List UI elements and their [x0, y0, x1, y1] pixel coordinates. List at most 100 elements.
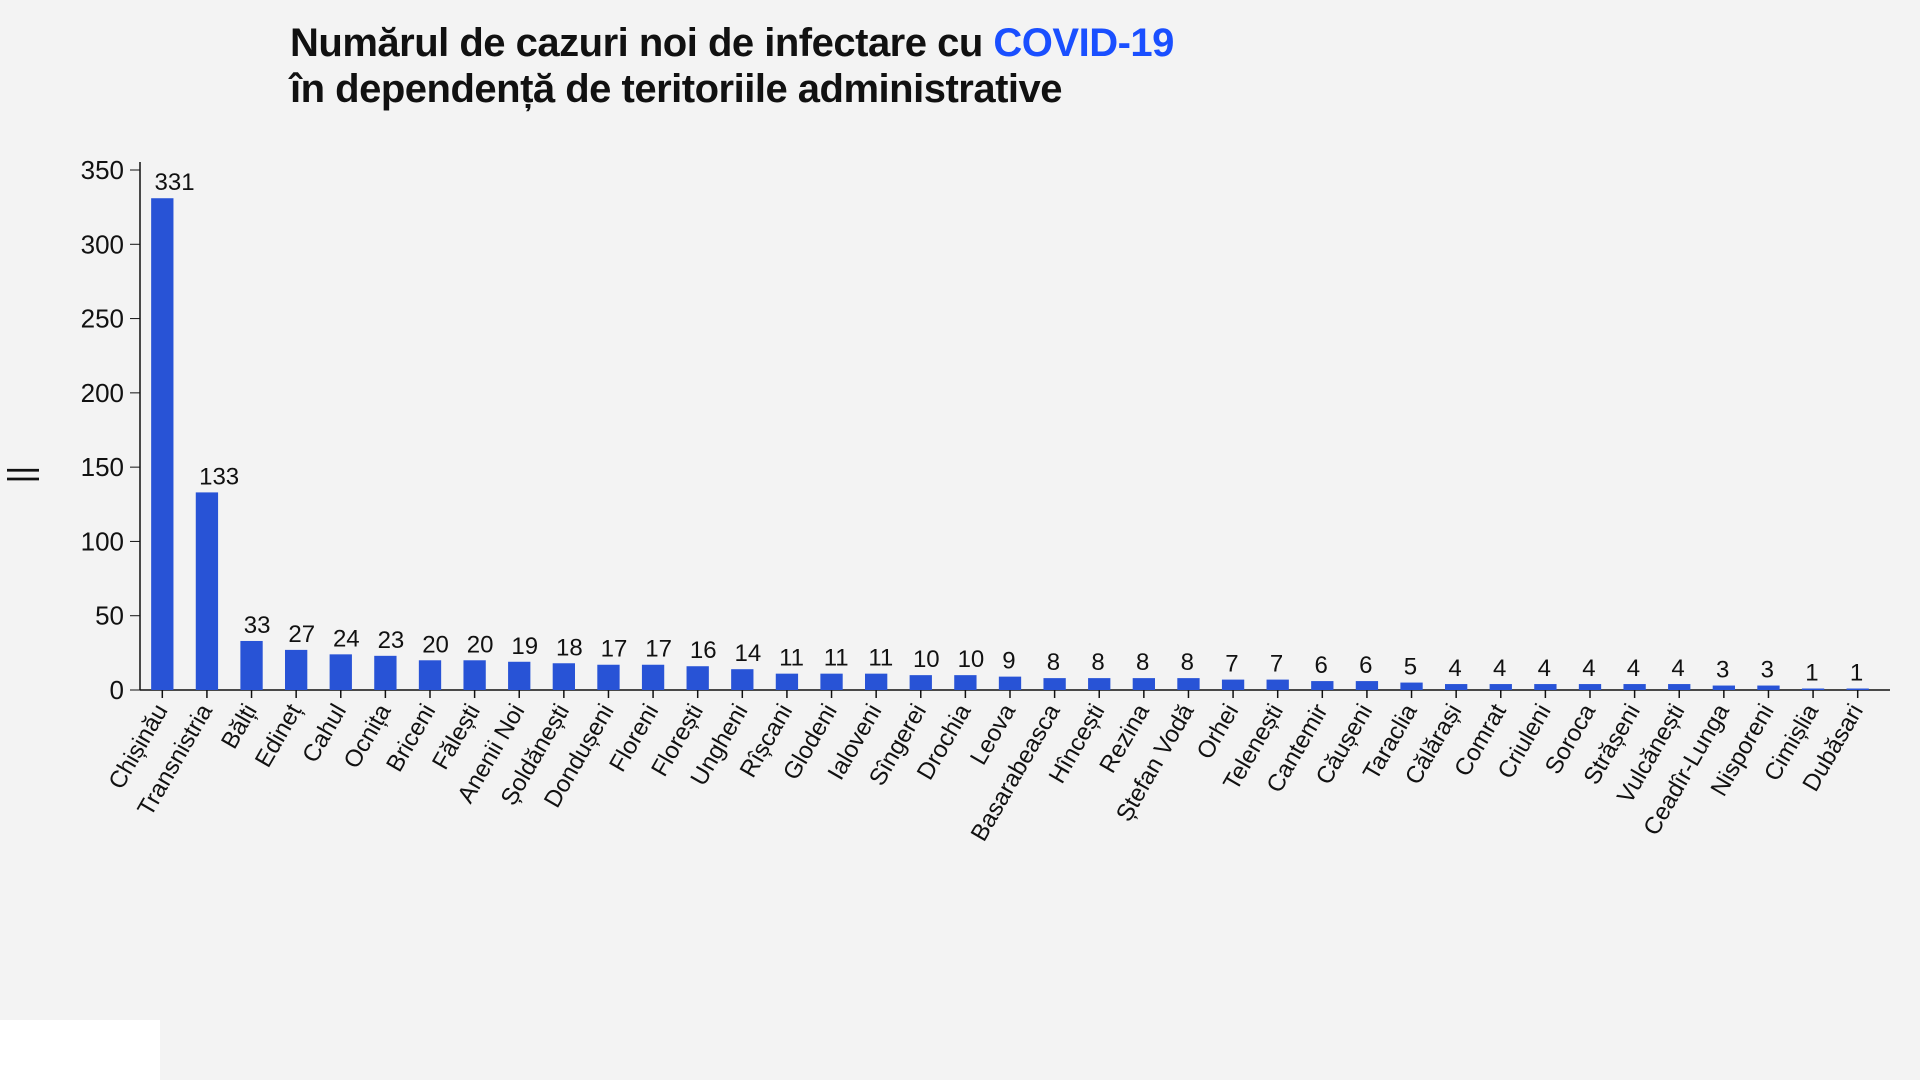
bar — [1713, 686, 1735, 690]
bar — [1668, 684, 1690, 690]
page: Numărul de cazuri noi de infectare cu CO… — [0, 0, 1920, 1080]
bar-value-label: 20 — [467, 631, 494, 658]
bar-value-label: 18 — [556, 634, 583, 661]
bar-value-label: 7 — [1225, 651, 1238, 678]
bar-value-label: 133 — [199, 463, 239, 490]
bar-value-label: 11 — [824, 645, 849, 672]
bar-value-label: 3 — [1761, 657, 1774, 684]
bar-value-label: 331 — [155, 169, 195, 196]
bar-value-label: 4 — [1448, 655, 1461, 682]
bar — [151, 198, 173, 690]
bar — [1847, 689, 1869, 690]
svg-text:0: 0 — [110, 675, 124, 705]
bar — [1802, 689, 1824, 690]
bar-value-label: 4 — [1582, 655, 1595, 682]
bar-value-label: 8 — [1181, 649, 1194, 676]
y-tick: 0 — [110, 675, 140, 705]
y-tick: 300 — [81, 229, 140, 259]
svg-text:150: 150 — [81, 452, 124, 482]
bar-value-label: 8 — [1047, 649, 1060, 676]
bar — [1088, 678, 1110, 690]
bar-value-label: 1 — [1850, 660, 1863, 687]
bar — [1623, 684, 1645, 690]
bar — [1356, 681, 1378, 690]
bar — [374, 656, 396, 690]
bar — [1445, 684, 1467, 690]
category-label: Bălți — [216, 700, 263, 754]
y-tick: 50 — [95, 601, 140, 631]
bar-value-label: 4 — [1493, 655, 1506, 682]
bar — [820, 674, 842, 690]
y-tick: 250 — [81, 304, 140, 334]
bar-value-label: 10 — [958, 646, 985, 673]
bar-value-label: 8 — [1136, 649, 1149, 676]
bar — [508, 662, 530, 690]
bar-value-label: 9 — [1002, 648, 1015, 675]
category-label: Edineț — [250, 699, 308, 772]
y-tick: 200 — [81, 378, 140, 408]
title-highlight: COVID-19 — [993, 21, 1174, 65]
bar — [196, 492, 218, 690]
bar — [1579, 684, 1601, 690]
bar-value-label: 17 — [601, 636, 628, 663]
bar-value-label: 24 — [333, 625, 360, 652]
bar — [597, 665, 619, 690]
bar — [330, 654, 352, 690]
svg-text:100: 100 — [81, 526, 124, 556]
bar-value-label: 1 — [1805, 660, 1818, 687]
y-tick: 100 — [81, 526, 140, 556]
bar — [285, 650, 307, 690]
bar-chart: 050100150200250300350||331Chișinău133Tra… — [0, 120, 1920, 1080]
bar — [954, 675, 976, 690]
bottom-white-patch — [0, 1020, 160, 1080]
bar — [1490, 684, 1512, 690]
y-axis-mark: || — [2, 466, 40, 484]
bar-value-label: 27 — [288, 621, 315, 648]
bar — [1222, 680, 1244, 690]
bar-value-label: 3 — [1716, 657, 1729, 684]
svg-text:300: 300 — [81, 229, 124, 259]
bar-value-label: 5 — [1404, 654, 1417, 681]
bar — [642, 665, 664, 690]
bar-value-label: 4 — [1538, 655, 1551, 682]
bar — [1534, 684, 1556, 690]
bar — [463, 660, 485, 690]
bar — [1757, 686, 1779, 690]
bar — [776, 674, 798, 690]
bar-value-label: 6 — [1315, 652, 1328, 679]
bar-value-label: 16 — [690, 637, 717, 664]
bar-value-label: 33 — [244, 612, 271, 639]
title-line2: în dependență de teritoriile administrat… — [290, 67, 1062, 111]
y-tick: 350 — [81, 155, 140, 185]
svg-text:250: 250 — [81, 304, 124, 334]
bar-value-label: 10 — [913, 646, 940, 673]
bar-value-label: 8 — [1091, 649, 1104, 676]
bar — [1177, 678, 1199, 690]
bar — [910, 675, 932, 690]
bar-value-label: 4 — [1671, 655, 1684, 682]
bar-value-label: 6 — [1359, 652, 1372, 679]
bar — [1400, 683, 1422, 690]
title-line1-prefix: Numărul de cazuri noi de infectare cu — [290, 21, 993, 65]
bar — [999, 677, 1021, 690]
bar-value-label: 14 — [735, 640, 762, 667]
chart-title: Numărul de cazuri noi de infectare cu CO… — [290, 20, 1174, 112]
chart-svg: 050100150200250300350||331Chișinău133Tra… — [0, 120, 1920, 1080]
bar — [1133, 678, 1155, 690]
svg-text:50: 50 — [95, 601, 124, 631]
bar-value-label: 11 — [868, 645, 893, 672]
svg-text:350: 350 — [81, 155, 124, 185]
bar-value-label: 20 — [422, 631, 449, 658]
bar-value-label: 23 — [378, 627, 405, 654]
y-tick: 150 — [81, 452, 140, 482]
bar-value-label: 19 — [511, 633, 538, 660]
bar — [419, 660, 441, 690]
bar-value-label: 7 — [1270, 651, 1283, 678]
bar — [1267, 680, 1289, 690]
svg-text:200: 200 — [81, 378, 124, 408]
bar — [1311, 681, 1333, 690]
bar-value-label: 11 — [779, 645, 804, 672]
bar — [687, 666, 709, 690]
bar — [553, 663, 575, 690]
bar — [1043, 678, 1065, 690]
